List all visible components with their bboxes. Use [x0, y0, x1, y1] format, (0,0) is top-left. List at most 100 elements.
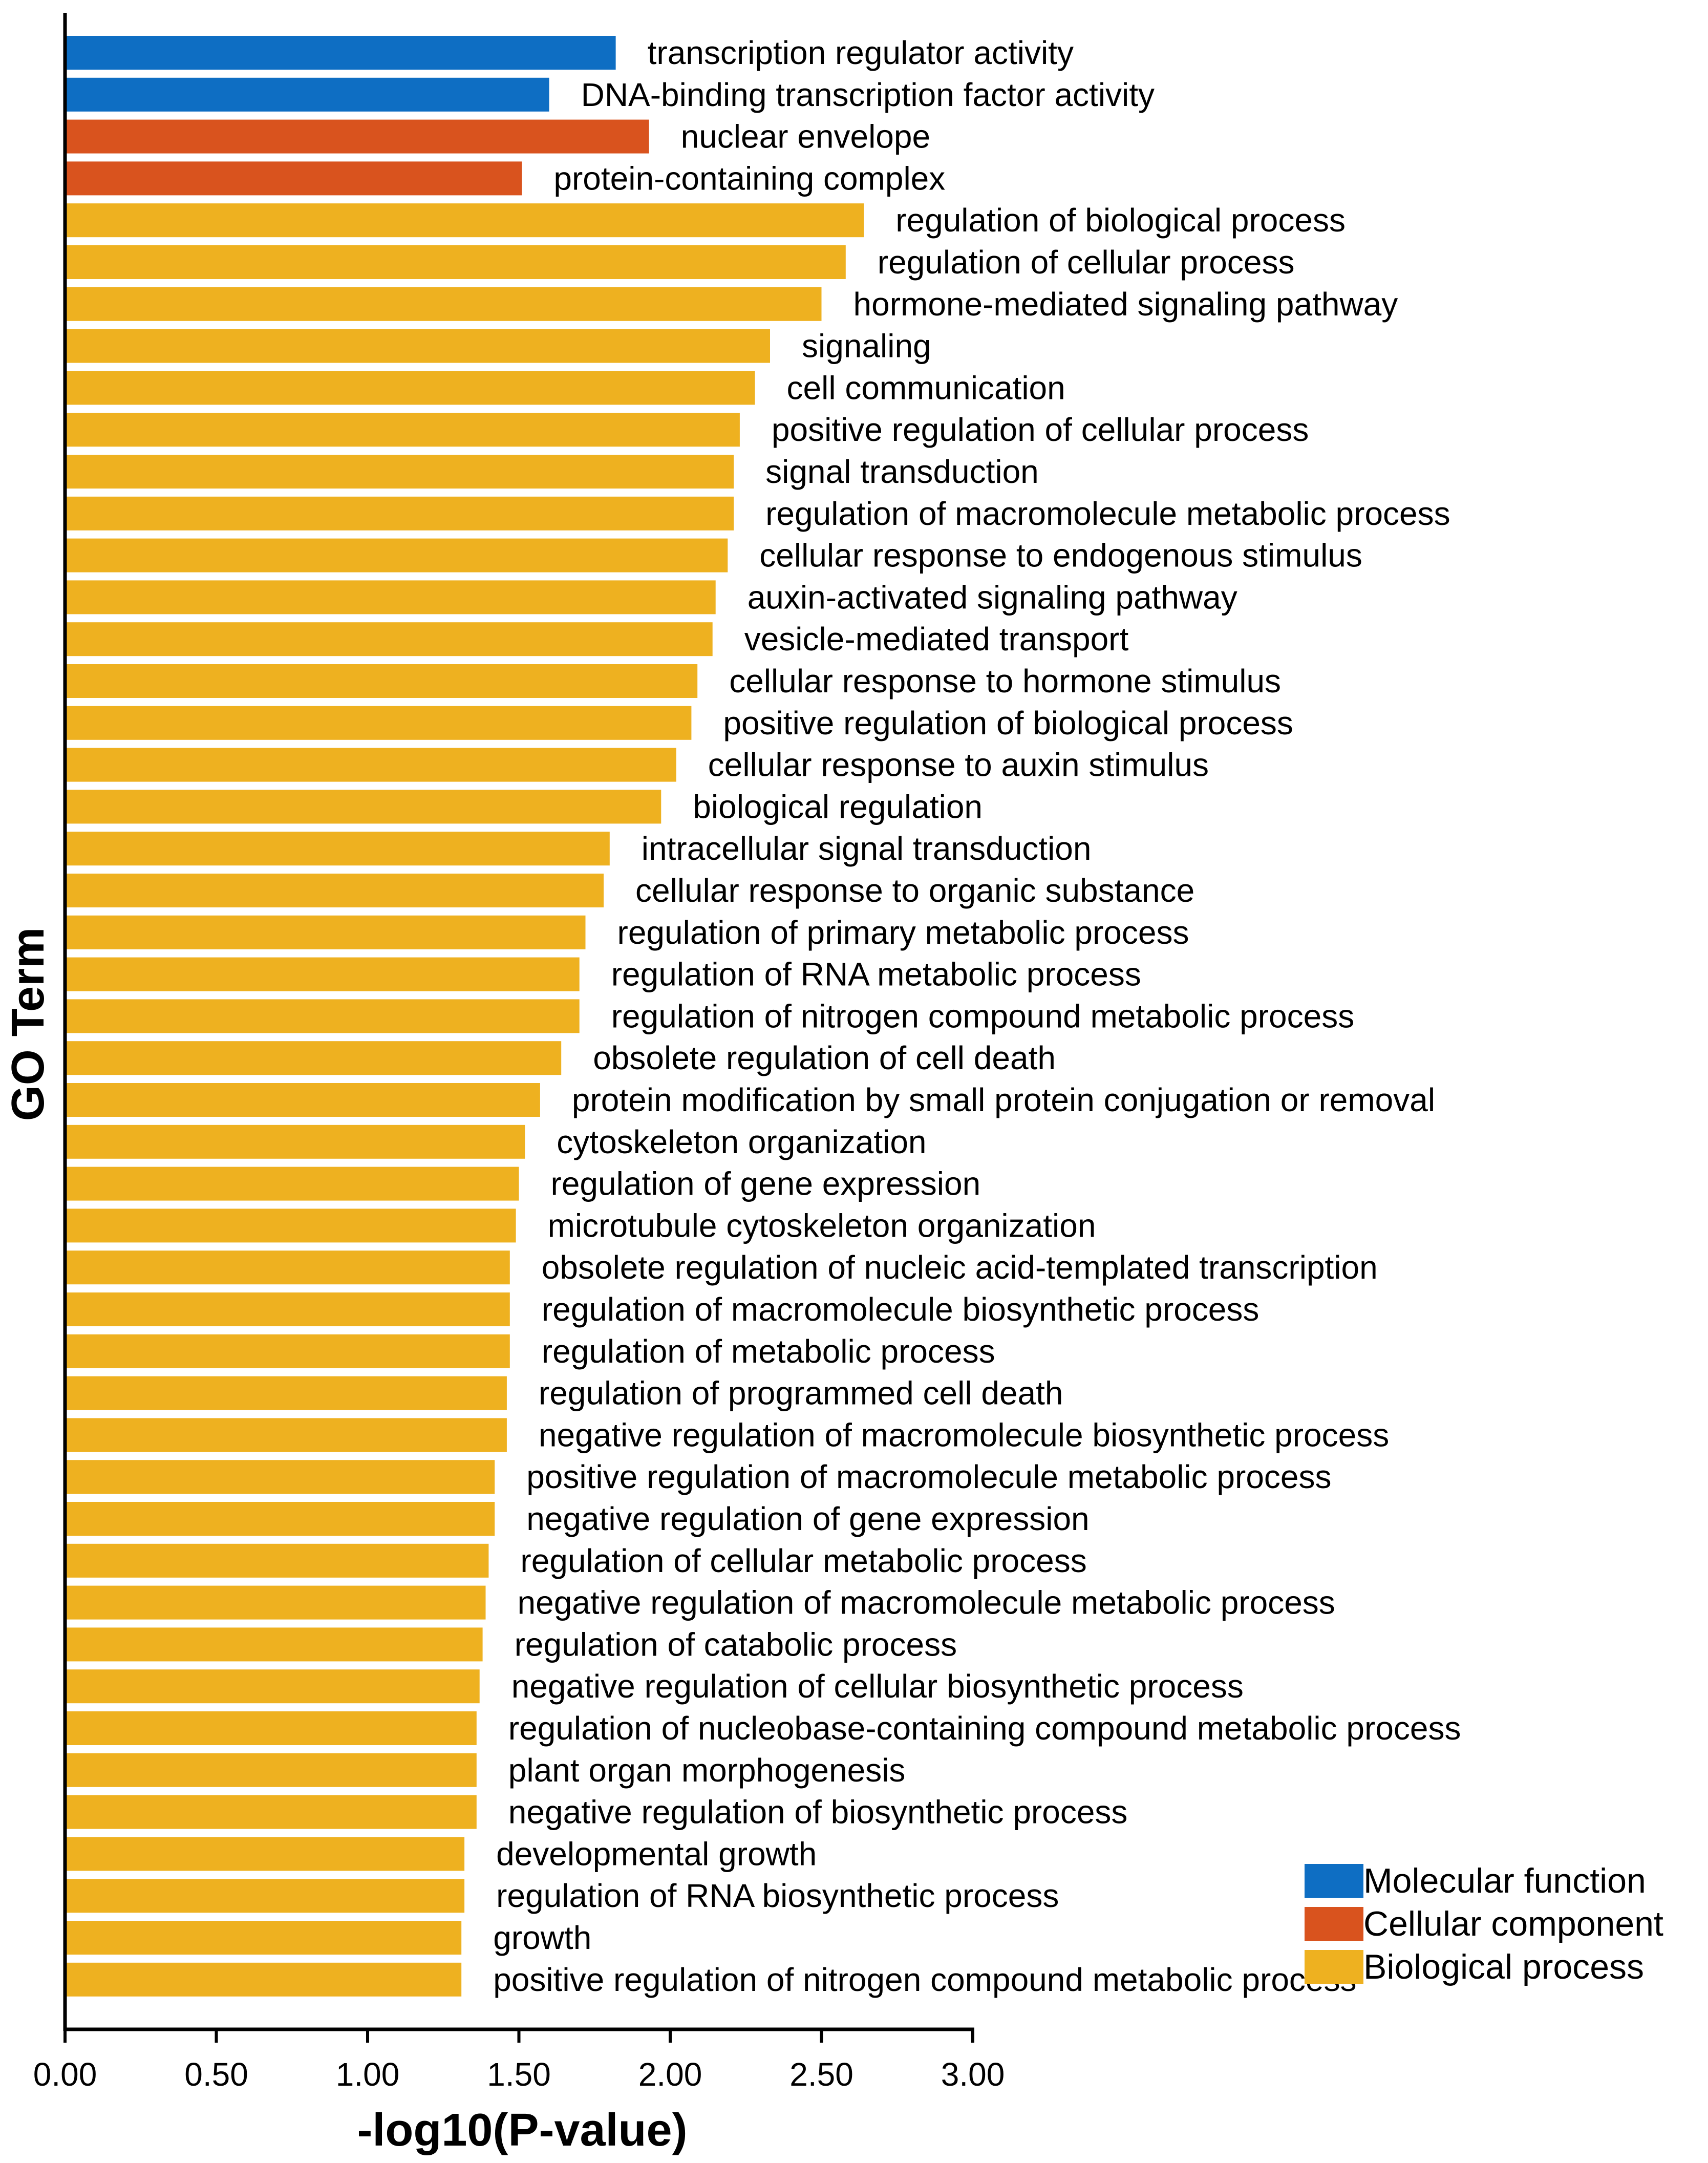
bar-26 [65, 1083, 540, 1117]
bar-label-2: DNA-binding transcription factor activit… [581, 76, 1155, 113]
bar-6 [65, 245, 846, 279]
bar-label-40: negative regulation of cellular biosynth… [511, 1668, 1244, 1705]
bar-label-11: signal transduction [765, 453, 1039, 490]
bar-13 [65, 538, 728, 572]
bar-label-44: developmental growth [496, 1835, 817, 1872]
bar-47 [65, 1962, 462, 1997]
bar-label-37: regulation of cellular metabolic process [520, 1542, 1086, 1579]
bar-label-8: signaling [802, 328, 931, 365]
bar-8 [65, 329, 770, 363]
x-tick-label-3: 1.00 [336, 2056, 400, 2093]
bar-39 [65, 1627, 483, 1662]
x-tick-label-2: 0.50 [184, 2056, 248, 2093]
bar-label-20: intracellular signal transduction [642, 830, 1092, 867]
bar-label-43: negative regulation of biosynthetic proc… [508, 1794, 1128, 1831]
bar-46 [65, 1921, 462, 1955]
bar-10 [65, 413, 740, 447]
x-tick-label-7: 3.00 [941, 2056, 1005, 2093]
bar-label-14: auxin-activated signaling pathway [748, 579, 1237, 616]
bar-label-33: regulation of programmed cell death [539, 1375, 1063, 1412]
bar-42 [65, 1753, 477, 1787]
bar-22 [65, 915, 586, 949]
legend-label-2: Cellular component [1363, 1904, 1663, 1943]
bar-label-13: cellular response to endogenous stimulus [759, 537, 1362, 574]
bar-36 [65, 1502, 495, 1536]
bar-27 [65, 1125, 525, 1159]
bar-30 [65, 1250, 510, 1285]
bar-label-16: cellular response to hormone stimulus [729, 663, 1281, 699]
bar-35 [65, 1460, 495, 1494]
bar-label-12: regulation of macromolecule metabolic pr… [765, 495, 1450, 532]
bar-label-46: growth [493, 1919, 591, 1956]
bar-29 [65, 1208, 516, 1243]
bar-20 [65, 832, 610, 866]
bar-38 [65, 1585, 486, 1620]
bar-labels-layer: transcription regulator activity DNA-bind… [493, 34, 1461, 1998]
bar-label-1: transcription regulator activity [648, 34, 1074, 71]
bar-label-9: cell communication [787, 369, 1065, 406]
bar-2 [65, 77, 549, 112]
bar-label-31: regulation of macromolecule biosynthetic… [542, 1291, 1259, 1328]
bar-17 [65, 706, 692, 740]
bar-label-38: negative regulation of macromolecule met… [518, 1584, 1335, 1621]
bar-34 [65, 1418, 507, 1452]
legend-label-1: Molecular function [1363, 1861, 1646, 1900]
bar-label-27: cytoskeleton organization [557, 1123, 926, 1160]
bar-43 [65, 1795, 477, 1829]
bar-18 [65, 748, 676, 782]
bar-3 [65, 119, 649, 154]
bar-label-41: regulation of nucleobase-containing comp… [508, 1710, 1461, 1747]
bar-33 [65, 1376, 507, 1410]
bar-5 [65, 203, 864, 238]
bar-12 [65, 496, 734, 531]
bar-41 [65, 1711, 477, 1745]
bar-label-34: negative regulation of macromolecule bio… [539, 1416, 1389, 1453]
bar-label-3: nuclear envelope [681, 118, 930, 155]
bar-21 [65, 874, 604, 907]
bar-label-4: protein-containing complex [553, 160, 945, 197]
bar-25 [65, 1041, 562, 1075]
legend: Molecular function Cellular component Biol… [1305, 1861, 1663, 1986]
bar-37 [65, 1543, 489, 1578]
bar-label-29: microtubule cytoskeleton organization [548, 1207, 1096, 1244]
bar-28 [65, 1167, 519, 1201]
bar-label-6: regulation of cellular process [878, 244, 1295, 281]
x-tick-label-1: 0.00 [33, 2056, 97, 2093]
bar-19 [65, 790, 661, 824]
bar-7 [65, 287, 822, 321]
y-axis-title: GO Term [3, 927, 54, 1121]
bar-label-30: obsolete regulation of nucleic acid-temp… [542, 1249, 1378, 1286]
x-tick-label-5: 2.00 [638, 2056, 702, 2093]
bar-label-18: cellular response to auxin stimulus [708, 747, 1209, 783]
bar-label-32: regulation of metabolic process [542, 1333, 995, 1370]
legend-swatch-2 [1305, 1907, 1363, 1941]
bar-label-24: regulation of nitrogen compound metaboli… [611, 998, 1355, 1034]
bar-14 [65, 580, 716, 614]
legend-swatch-3 [1305, 1950, 1363, 1984]
bar-label-10: positive regulation of cellular process [772, 411, 1309, 448]
bar-32 [65, 1334, 510, 1368]
bar-label-47: positive regulation of nitrogen compound… [493, 1961, 1356, 1998]
x-tick-label-4: 1.50 [487, 2056, 551, 2093]
bar-label-22: regulation of primary metabolic process [617, 914, 1189, 951]
bar-label-45: regulation of RNA biosynthetic process [496, 1877, 1059, 1914]
bar-label-23: regulation of RNA metabolic process [611, 956, 1141, 993]
bar-label-42: plant organ morphogenesis [508, 1752, 906, 1789]
bar-label-17: positive regulation of biological proces… [723, 705, 1293, 741]
bar-45 [65, 1879, 465, 1913]
legend-swatch-1 [1305, 1864, 1363, 1898]
bar-11 [65, 455, 734, 489]
bar-16 [65, 664, 698, 698]
bar-label-25: obsolete regulation of cell death [593, 1040, 1056, 1076]
bars-layer [65, 36, 864, 1997]
bar-label-26: protein modification by small protein co… [572, 1082, 1435, 1118]
bar-31 [65, 1292, 510, 1326]
bar-label-35: positive regulation of macromolecule met… [526, 1458, 1331, 1495]
x-axis-title: -log10(P-value) [357, 2105, 687, 2156]
bar-15 [65, 622, 713, 656]
bar-label-5: regulation of biological process [895, 202, 1346, 239]
bar-9 [65, 371, 755, 405]
bar-label-15: vesicle-mediated transport [744, 621, 1129, 658]
x-ticks-layer: 0.00 0.50 1.00 1.50 2.00 2.50 3.00 [33, 2029, 1005, 2093]
